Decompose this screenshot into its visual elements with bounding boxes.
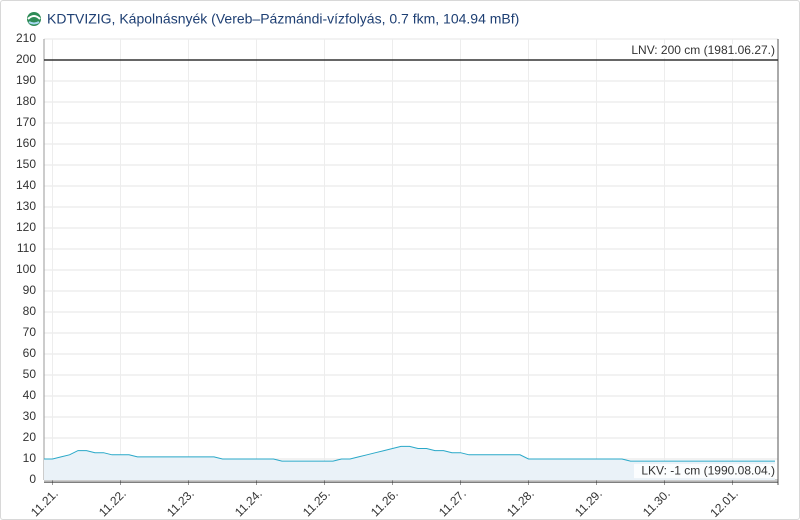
- chart-title: KDTVIZIG, Kápolnásnyék (Vereb–Pázmándi-v…: [47, 11, 519, 27]
- y-tick-label: 190: [16, 73, 36, 87]
- y-tick-label: 20: [23, 430, 37, 444]
- y-tick-label: 200: [16, 52, 36, 66]
- y-tick-label: 130: [16, 199, 36, 213]
- y-tick-label: 80: [23, 304, 37, 318]
- x-tick-label: 11.30.: [640, 486, 673, 519]
- y-tick-label: 0: [29, 472, 36, 486]
- x-tick-label: 11.29.: [572, 486, 605, 519]
- y-tick-label: 210: [16, 31, 36, 45]
- y-tick-label: 120: [16, 220, 36, 234]
- y-tick-label: 140: [16, 178, 36, 192]
- area-fill: [44, 446, 775, 480]
- y-tick-label: 170: [16, 115, 36, 129]
- x-tick-label: 11.26.: [368, 486, 401, 519]
- x-tick-label: 11.25.: [300, 486, 333, 519]
- y-tick-label: 180: [16, 94, 36, 108]
- y-tick-label: 100: [16, 262, 36, 276]
- y-tick-label: 150: [16, 157, 36, 171]
- y-tick-label: 50: [23, 367, 37, 381]
- x-tick-label: 11.24.: [232, 486, 265, 519]
- reference-label-bg: [634, 44, 776, 58]
- y-tick-label: 40: [23, 388, 37, 402]
- y-tick-label: 160: [16, 136, 36, 150]
- reference-label-bg: [634, 464, 776, 479]
- y-tick-label: 90: [23, 283, 37, 297]
- x-tick-label: 11.27.: [436, 486, 469, 519]
- x-tick-label: 11.22.: [96, 486, 129, 519]
- x-tick-label: 11.21.: [28, 486, 61, 519]
- line: [44, 445, 775, 462]
- reference-label: LNV: 200 cm (1981.06.27.): [631, 43, 775, 57]
- y-tick-label: 30: [23, 409, 37, 423]
- logo: [27, 12, 41, 26]
- x-tick-label: 11.23.: [164, 486, 197, 519]
- y-tick-label: 110: [17, 241, 36, 255]
- y-tick-label: 70: [23, 325, 37, 339]
- x-tick-label: 12.01.: [707, 486, 740, 519]
- reference-label: LKV: -1 cm (1990.08.04.): [641, 463, 775, 477]
- y-tick-label: 10: [23, 451, 37, 465]
- y-tick-label: 60: [23, 346, 37, 360]
- x-tick-label: 11.28.: [504, 486, 537, 519]
